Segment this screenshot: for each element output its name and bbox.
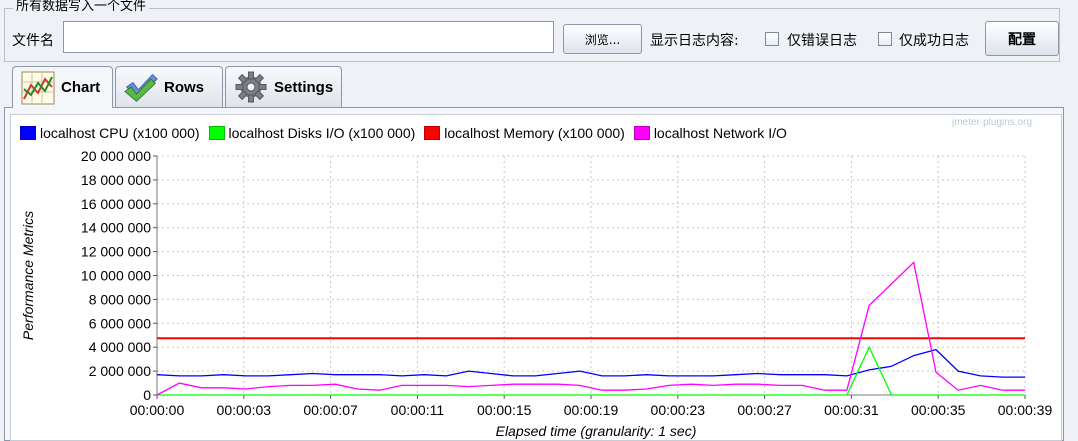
legend-item-cpu: localhost CPU (x100 000) xyxy=(20,125,200,141)
x-tick-label: 00:00:19 xyxy=(564,402,619,418)
watermark: jmeter-plugins.org xyxy=(952,117,1033,128)
y-tick-label: 12 000 000 xyxy=(81,244,151,260)
success-only-label[interactable]: 仅成功日志 xyxy=(899,33,969,49)
y-tick-label: 20 000 000 xyxy=(81,148,151,164)
y-axis-title: Performance Metrics xyxy=(20,211,36,340)
errors-only-checkbox[interactable] xyxy=(765,32,779,46)
group-title: 所有数据写入一个文件 xyxy=(13,0,150,14)
tab-rows-label: Rows xyxy=(164,78,205,96)
legend-label-network: localhost Network I/O xyxy=(653,125,787,141)
y-tick-label: 16 000 000 xyxy=(81,196,151,212)
errors-only-label[interactable]: 仅错误日志 xyxy=(787,33,857,49)
y-tick-label: 8 000 000 xyxy=(89,291,151,307)
legend-label-cpu: localhost CPU (x100 000) xyxy=(40,125,200,141)
success-only-checkbox[interactable] xyxy=(878,32,892,46)
legend-swatch-network xyxy=(633,126,650,140)
x-tick-label: 00:00:07 xyxy=(303,402,358,418)
series-line-1 xyxy=(157,345,1025,396)
x-tick-label: 00:00:35 xyxy=(911,402,966,418)
x-tick-label: 00:00:39 xyxy=(998,402,1053,418)
y-tick-label: 2 000 000 xyxy=(89,363,151,379)
y-tick-label: 14 000 000 xyxy=(81,220,151,236)
x-tick-label: 00:00:11 xyxy=(391,402,445,418)
y-tick-label: 0 xyxy=(143,387,151,403)
y-tick-label: 6 000 000 xyxy=(89,315,151,331)
chart-icon xyxy=(21,71,55,105)
file-name-label: 文件名 xyxy=(12,33,54,49)
gear-icon xyxy=(234,70,268,104)
legend-item-network: localhost Network I/O xyxy=(633,125,787,141)
legend-item-memory: localhost Memory (x100 000) xyxy=(424,125,625,141)
y-tick-label: 10 000 000 xyxy=(81,268,151,284)
y-tick-label: 18 000 000 xyxy=(81,172,151,188)
series-line-0 xyxy=(156,348,1025,378)
legend-item-disks: localhost Disks I/O (x100 000) xyxy=(208,125,416,141)
x-tick-label: 00:00:00 xyxy=(130,402,185,418)
file-output-group xyxy=(4,8,1060,62)
x-tick-label: 00:00:23 xyxy=(651,402,706,418)
tab-chart-label: Chart xyxy=(61,79,101,96)
x-tick-label: 00:00:31 xyxy=(824,402,879,418)
legend-swatch-memory xyxy=(424,126,441,140)
log-display-label: 显示日志内容: xyxy=(650,33,739,49)
tab-chart[interactable]: Chart xyxy=(12,66,113,108)
x-tick-label: 00:00:27 xyxy=(737,402,792,418)
legend-label-memory: localhost Memory (x100 000) xyxy=(444,125,625,141)
tab-settings[interactable]: Settings xyxy=(225,66,342,107)
file-name-input[interactable] xyxy=(63,21,554,53)
checkmark-icon xyxy=(124,70,158,104)
series-line-3 xyxy=(156,261,1025,396)
x-tick-label: 00:00:15 xyxy=(477,402,532,418)
x-tick-label: 00:00:03 xyxy=(217,402,272,418)
legend-swatch-cpu xyxy=(20,126,36,140)
legend-swatch-disks xyxy=(208,126,225,140)
configure-button[interactable]: 配置 xyxy=(985,21,1059,56)
tab-settings-label: Settings xyxy=(274,78,334,96)
y-tick-label: 4 000 000 xyxy=(89,339,151,355)
tab-rows[interactable]: Rows xyxy=(115,66,223,107)
x-axis-title: Elapsed time (granularity: 1 sec) xyxy=(496,423,697,439)
chart-legend: localhost CPU (x100 000) localhost Disks… xyxy=(20,125,796,141)
legend-label-disks: localhost Disks I/O (x100 000) xyxy=(228,125,416,141)
plot-area xyxy=(157,156,1025,395)
browse-button[interactable]: 浏览... xyxy=(563,24,642,54)
